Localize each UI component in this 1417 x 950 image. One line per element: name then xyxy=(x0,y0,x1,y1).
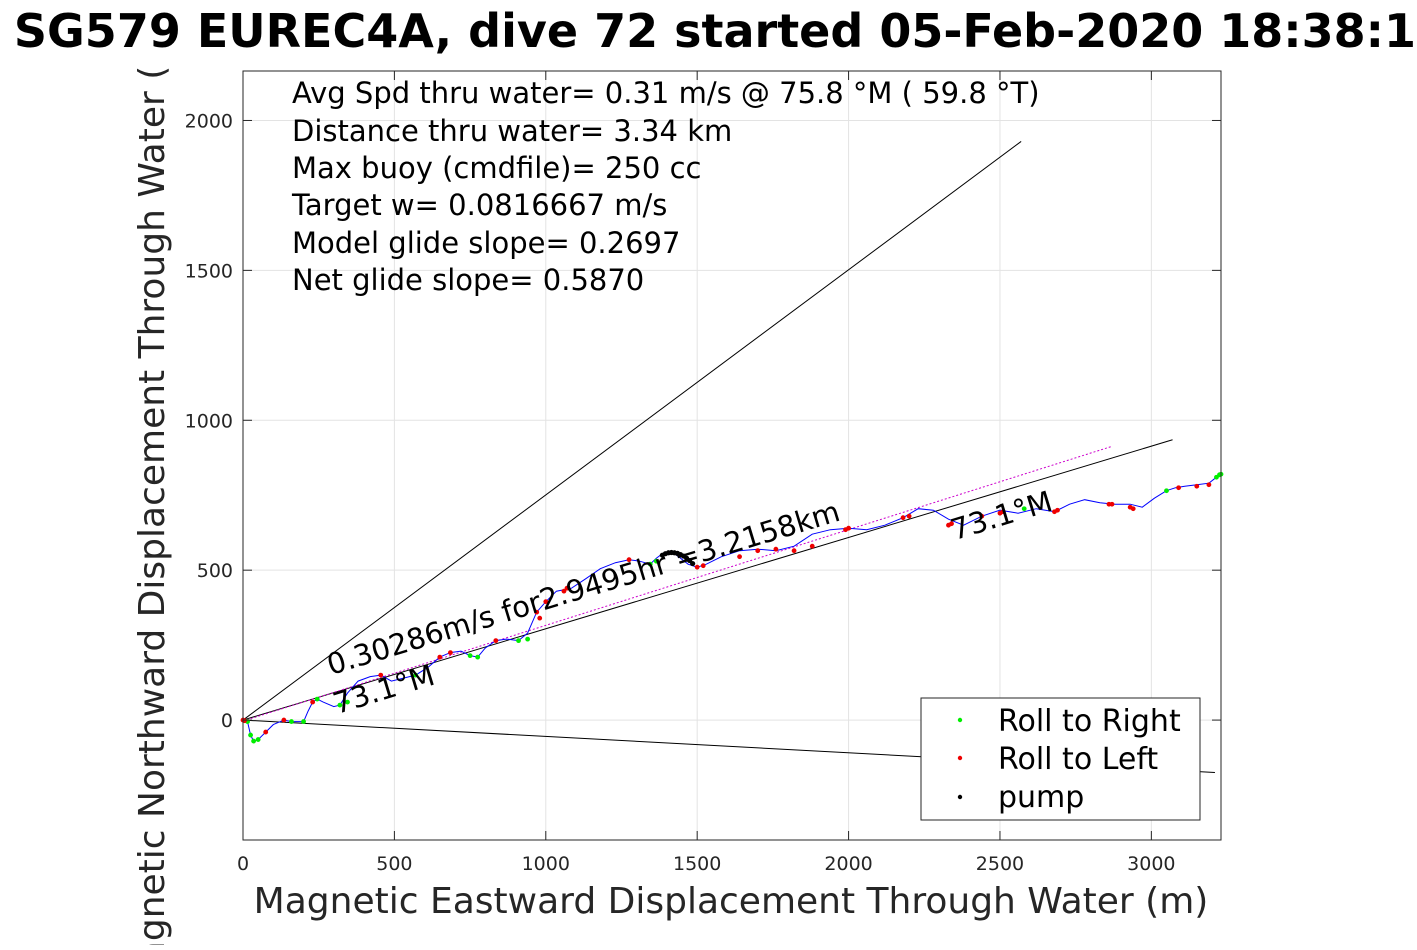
point-roll-to-left-9 xyxy=(534,609,540,615)
stat-max-buoy: Max buoy (cmdfile)= 250 cc xyxy=(292,151,701,185)
point-roll-to-right-1 xyxy=(248,732,253,738)
x-tick-label-2500: 2500 xyxy=(976,853,1024,875)
y-tick-label-500: 500 xyxy=(197,560,233,582)
point-roll-to-left-13 xyxy=(564,585,570,591)
legend-label-pump: pump xyxy=(998,780,1084,815)
upper-bound-line xyxy=(242,141,1022,721)
point-roll-to-right-15 xyxy=(653,558,659,564)
stat-avg-speed: Avg Spd thru water= 0.31 m/s @ 75.8 °M (… xyxy=(292,76,1040,110)
point-roll-to-right-5 xyxy=(301,719,306,724)
point-roll-to-left-3 xyxy=(281,717,287,723)
x-tick-label-2000: 2000 xyxy=(824,853,872,875)
point-roll-to-left-5 xyxy=(378,672,384,678)
point-roll-to-left-17 xyxy=(737,554,742,560)
point-roll-to-right-11 xyxy=(475,654,481,660)
stat-distance: Distance thru water= 3.34 km xyxy=(292,114,732,148)
point-roll-to-left-18 xyxy=(755,548,761,554)
point-roll-to-right-16 xyxy=(1021,506,1027,512)
point-roll-to-left-37 xyxy=(1176,485,1182,491)
legend-box xyxy=(920,697,1201,821)
tick-labels: 0 500 1000 1500 2000 2500 3000 0 500 1000 1500 2000 xyxy=(185,110,1176,875)
point-roll-to-left-8 xyxy=(493,638,499,644)
axes-frame xyxy=(242,70,1222,841)
point-roll-to-left-7 xyxy=(448,650,453,656)
point-roll-to-left-10 xyxy=(537,615,543,621)
legend: Roll to Right Roll to Left pump xyxy=(920,697,1201,821)
stat-net-glide: Net glide slope= 0.5870 xyxy=(292,263,644,297)
y-axis-label: Magnetic Northward Displacement Through … xyxy=(132,66,173,945)
point-roll-to-left-28 xyxy=(979,513,985,519)
point-roll-to-left-6 xyxy=(437,654,443,660)
point-roll-to-right-14 xyxy=(647,561,653,567)
point-roll-to-left-30 xyxy=(1000,509,1006,515)
point-roll-to-right-2 xyxy=(251,738,256,744)
point-roll-to-left-27 xyxy=(949,521,954,527)
point-roll-to-left-11 xyxy=(543,599,549,605)
track-line xyxy=(242,473,1222,742)
point-roll-to-left-20 xyxy=(791,548,797,554)
point-roll-to-right-3 xyxy=(255,737,261,742)
legend-marker-pump xyxy=(957,794,963,800)
heading-line xyxy=(242,439,1173,721)
x-axis-label: Magnetic Eastward Displacement Through W… xyxy=(254,881,1209,922)
x-tick-label-0: 0 xyxy=(237,853,249,875)
point-roll-to-left-34 xyxy=(1109,501,1115,507)
legend-label-roll-right: Roll to Right xyxy=(998,704,1181,739)
y-tick-label-1500: 1500 xyxy=(185,260,233,282)
point-roll-to-left-21 xyxy=(809,543,815,549)
point-roll-to-right-4 xyxy=(289,719,294,724)
point-roll-to-left-36 xyxy=(1130,506,1136,512)
x-tick-label-500: 500 xyxy=(376,853,412,875)
chart-title: SG579 EUREC4A, dive 72 started 05-Feb-20… xyxy=(14,4,1416,58)
legend-marker-roll-right xyxy=(957,717,963,723)
point-roll-to-left-39 xyxy=(1206,482,1212,488)
stat-model-glide: Model glide slope= 0.2697 xyxy=(292,226,680,260)
point-roll-to-left-38 xyxy=(1194,483,1200,489)
point-roll-to-left-24 xyxy=(900,515,906,521)
legend-marker-roll-left xyxy=(957,755,963,761)
point-roll-to-left-19 xyxy=(773,546,779,552)
point-roll-to-right-8 xyxy=(345,699,350,705)
point-roll-to-right-12 xyxy=(516,638,521,644)
point-roll-to-right-17 xyxy=(1164,488,1169,494)
point-roll-to-right-6 xyxy=(314,696,320,702)
legend-label-roll-left: Roll to Left xyxy=(998,742,1158,777)
point-roll-to-right-9 xyxy=(413,672,418,678)
point-roll-to-left-15 xyxy=(694,564,700,570)
point-roll-to-left-2 xyxy=(263,729,269,735)
point-roll-to-left-12 xyxy=(561,588,567,594)
stat-target-w: Target w= 0.0816667 m/s xyxy=(291,188,667,222)
y-tick-label-2000: 2000 xyxy=(185,110,233,132)
point-roll-to-right-10 xyxy=(467,653,473,659)
point-roll-to-right-7 xyxy=(337,702,343,708)
x-tick-label-3000: 3000 xyxy=(1127,853,1175,875)
point-roll-to-left-32 xyxy=(1055,507,1060,513)
point-roll-to-left-14 xyxy=(626,557,632,563)
axis-ticks xyxy=(242,71,1221,840)
x-tick-label-1000: 1000 xyxy=(522,853,570,875)
point-roll-to-left-23 xyxy=(846,525,851,531)
y-tick-label-1000: 1000 xyxy=(185,410,233,432)
stats-block: Avg Spd thru water= 0.31 m/s @ 75.8 °M (… xyxy=(291,76,1040,297)
point-roll-to-left-4 xyxy=(310,699,316,705)
point-roll-to-left-25 xyxy=(906,513,912,519)
x-tick-label-1500: 1500 xyxy=(673,853,721,875)
point-pump-10 xyxy=(690,560,696,567)
point-roll-to-right-13 xyxy=(525,636,531,642)
y-tick-label-0: 0 xyxy=(221,710,233,732)
point-roll-to-left-16 xyxy=(700,563,706,569)
